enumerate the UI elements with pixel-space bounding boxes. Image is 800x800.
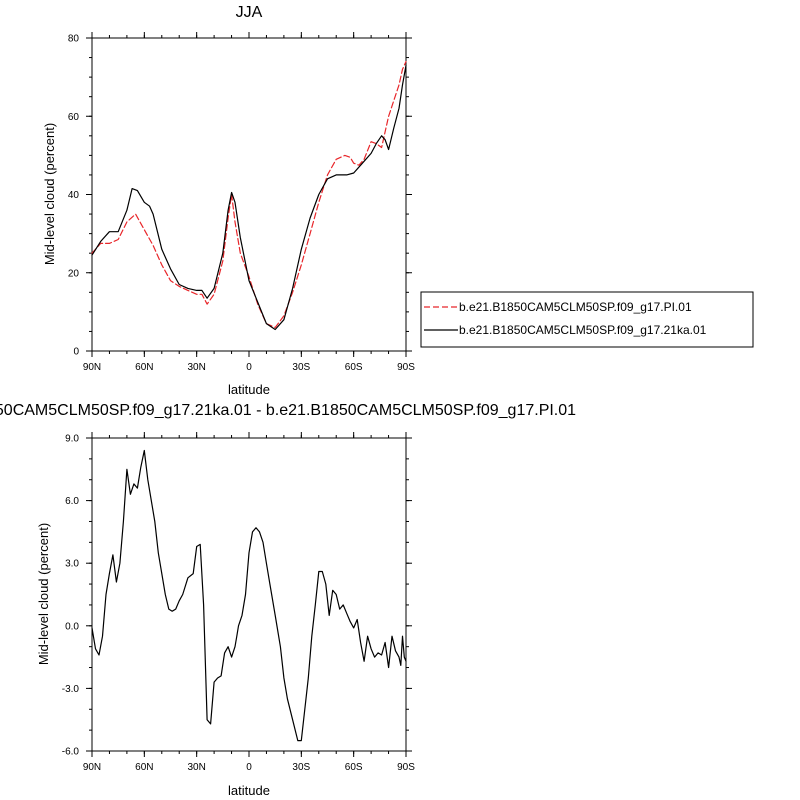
y-tick-label: 40 [68, 190, 80, 201]
y-tick-label: 60 [68, 112, 80, 123]
bottom-series-group [91, 449, 407, 742]
x-tick-label: 60S [345, 762, 363, 773]
x-tick-label: 30N [187, 362, 205, 373]
x-tick-label: 90S [397, 362, 415, 373]
legend-label-pi: b.e21.B1850CAM5CLM50SP.f09_g17.PI.01 [459, 300, 692, 314]
y-tick-label: -3.0 [62, 684, 80, 695]
top-ticks: 90N 60N 30N 0 30S 60S 90S 0 20 40 60 80 [68, 32, 415, 373]
x-tick-label: 30S [292, 362, 310, 373]
x-tick-label: 30N [187, 762, 205, 773]
y-tick-label: 9.0 [65, 434, 79, 445]
top-series-line-1 [91, 64, 407, 331]
y-tick-label: -6.0 [62, 747, 80, 758]
legend-label-21ka: b.e21.B1850CAM5CLM50SP.f09_g17.21ka.01 [459, 323, 707, 337]
bottom-plot-frame [91, 437, 407, 752]
bottom-chart-title: b.e21.B1850CAM5CLM50SP.f09_g17.21ka.01 -… [0, 402, 576, 419]
top-y-axis-label: Mid-level cloud (percent) [42, 123, 57, 265]
top-x-axis-label: latitude [228, 382, 270, 397]
top-chart-title: JJA [236, 4, 263, 21]
x-tick-label: 60S [345, 362, 363, 373]
x-tick-label: 90N [83, 762, 101, 773]
top-panel: JJA 90N 60N 30N 0 30S 60S 90S 0 20 40 60 80 latitud… [42, 4, 754, 397]
x-tick-label: 90N [83, 362, 101, 373]
bottom-series-line-0 [91, 449, 407, 742]
y-tick-label: 80 [68, 34, 80, 45]
y-tick-label: 0 [73, 347, 79, 358]
bottom-ticks: 90N 60N 30N 0 30S 60S 90S -6.0 -3.0 0.0 3.0 6.0 9.0 [62, 432, 415, 773]
y-tick-label: 0.0 [65, 621, 79, 632]
x-tick-label: 90S [397, 762, 415, 773]
x-tick-label: 60N [135, 362, 153, 373]
y-tick-label: 6.0 [65, 496, 79, 507]
x-tick-label: 0 [246, 762, 252, 773]
top-series-group [91, 60, 407, 331]
bottom-panel: b.e21.B1850CAM5CLM50SP.f09_g17.21ka.01 -… [0, 402, 576, 798]
bottom-x-axis-label: latitude [228, 783, 270, 798]
x-tick-label: 30S [292, 762, 310, 773]
x-tick-label: 60N [135, 762, 153, 773]
legend-box [420, 291, 754, 348]
bottom-y-axis-label: Mid-level cloud (percent) [36, 523, 51, 665]
top-legend: b.e21.B1850CAM5CLM50SP.f09_g17.PI.01 b.e… [420, 291, 754, 348]
x-tick-label: 0 [246, 362, 252, 373]
y-tick-label: 3.0 [65, 559, 79, 570]
y-tick-label: 20 [68, 268, 80, 279]
top-series-line-0 [91, 60, 407, 329]
